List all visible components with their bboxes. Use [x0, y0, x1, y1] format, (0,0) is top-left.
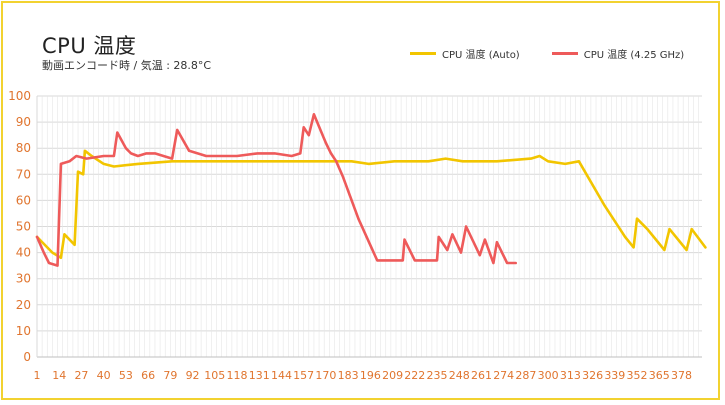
x-tick-label: 131: [249, 369, 270, 382]
chart-title: CPU 温度: [42, 34, 137, 58]
x-tick-label: 365: [649, 369, 670, 382]
x-tick-label: 40: [97, 369, 111, 382]
x-tick-label: 170: [315, 369, 336, 382]
series-line-1: [35, 113, 517, 267]
legend-label-oc: CPU 温度 (4.25 GHz): [583, 50, 685, 61]
x-tick-label: 261: [471, 369, 492, 382]
legend-swatch-oc: [551, 52, 578, 55]
series-line-0: [35, 149, 707, 260]
x-tick-label: 1: [34, 369, 41, 382]
x-tick-label: 274: [493, 369, 514, 382]
legend-label-auto: CPU 温度 (Auto): [442, 50, 520, 61]
x-tick-label: 105: [204, 369, 225, 382]
y-tick-label: 20: [16, 298, 31, 312]
y-tick-label: 10: [16, 324, 31, 338]
y-tick-label: 100: [8, 89, 31, 103]
x-tick-label: 27: [74, 369, 88, 382]
x-tick-label: 235: [427, 369, 448, 382]
y-tick-label: 90: [16, 115, 31, 129]
x-tick-label: 118: [227, 369, 248, 382]
x-tick-label: 248: [449, 369, 470, 382]
y-tick-label: 50: [16, 220, 31, 234]
y-tick-label: 80: [16, 141, 31, 155]
x-tick-label: 92: [186, 369, 200, 382]
y-tick-label: 30: [16, 272, 31, 286]
x-tick-label: 196: [360, 369, 381, 382]
y-tick-label: 0: [23, 350, 31, 364]
x-tick-label: 14: [52, 369, 66, 382]
x-tick-label: 326: [582, 369, 603, 382]
y-tick-label: 70: [16, 167, 31, 181]
x-tick-label: 209: [382, 369, 403, 382]
legend-swatch-auto: [410, 52, 436, 55]
x-tick-label: 144: [271, 369, 292, 382]
x-tick-label: 53: [119, 369, 133, 382]
x-tick-label: 79: [163, 369, 177, 382]
x-tick-label: 339: [604, 369, 625, 382]
x-tick-label: 66: [141, 369, 155, 382]
x-tick-label: 352: [627, 369, 648, 382]
legend-item-oc: CPU 温度 (4.25 GHz): [551, 46, 685, 61]
x-tick-label: 313: [560, 369, 581, 382]
x-tick-label: 378: [671, 369, 692, 382]
chart-subtitle: 動画エンコード時 / 気温 : 28.8°C: [42, 59, 212, 72]
x-tick-label: 183: [338, 369, 359, 382]
legend-item-auto: CPU 温度 (Auto): [410, 46, 520, 61]
x-tick-label: 157: [293, 369, 314, 382]
y-tick-label: 60: [16, 193, 31, 207]
y-tick-label: 40: [16, 246, 31, 260]
x-tick-label: 222: [404, 369, 425, 382]
chart-legend: CPU 温度 (Auto) CPU 温度 (4.25 GHz): [410, 46, 684, 61]
x-tick-label: 287: [515, 369, 536, 382]
x-tick-label: 300: [538, 369, 559, 382]
